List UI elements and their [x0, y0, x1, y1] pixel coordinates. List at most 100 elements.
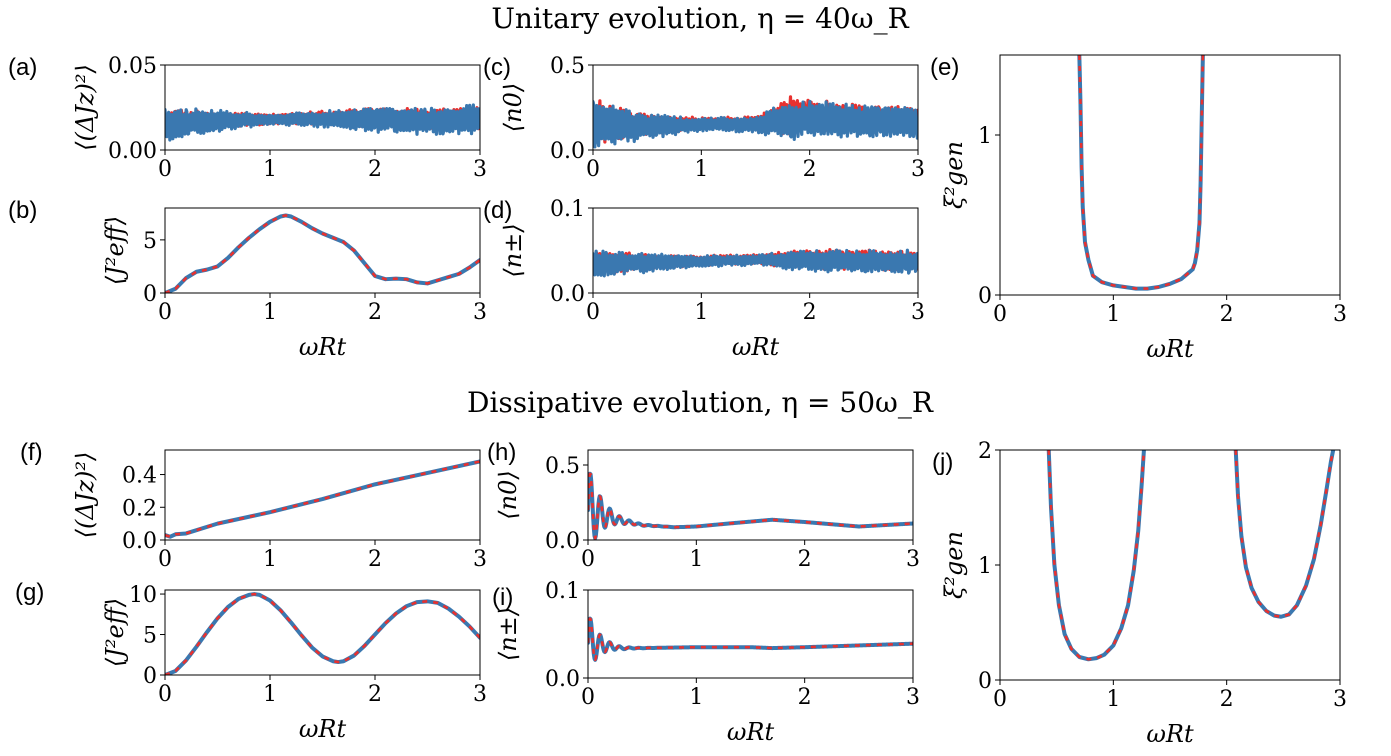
- y-tick-label: 0: [143, 664, 157, 689]
- y-axis-label: ⟨n0⟩: [499, 83, 527, 132]
- panel-g: 0 1 2 3 0 5 10 ωRt ⟨J²eff⟩ (g): [15, 579, 487, 743]
- series-group: [593, 247, 918, 278]
- x-axis-label: ωRt: [727, 718, 775, 746]
- y-tick-label: 0: [143, 282, 157, 307]
- axes-frame: [587, 449, 914, 541]
- y-tick-label: 0.0: [122, 529, 157, 554]
- y-tick-label: 0.0: [550, 282, 585, 307]
- y-tick-label: 0.4: [122, 464, 157, 489]
- x-tick-label: 2: [368, 300, 382, 325]
- series-line-a-1: [165, 103, 480, 142]
- x-tick-label: 1: [689, 685, 703, 710]
- y-tick-label: 5: [143, 624, 157, 649]
- x-tick-label: 1: [263, 300, 277, 325]
- panel-label-e: (e): [930, 54, 959, 81]
- x-tick-label: 3: [473, 157, 487, 182]
- x-tick-label: 0: [158, 682, 172, 707]
- panel-c: 0 1 2 3 0.0 0.5 ⟨n0⟩(c): [483, 54, 925, 182]
- x-tick-label: 0: [581, 685, 595, 710]
- y-tick-label: 0.5: [545, 454, 580, 479]
- y-tick-label: 0.1: [545, 579, 580, 604]
- series-line-c-1: [593, 99, 918, 149]
- x-tick-label: 3: [1333, 687, 1347, 712]
- x-tick-label: 1: [694, 157, 708, 182]
- axes-frame: [164, 449, 481, 541]
- panel-label-j: (j): [932, 449, 953, 476]
- series-line-i-0: [588, 616, 913, 662]
- series-group: [588, 616, 913, 662]
- series-line-i-1: [588, 617, 913, 662]
- panel-label-g: (g): [15, 579, 44, 606]
- x-tick-label: 2: [798, 685, 812, 710]
- x-tick-label: 0: [586, 157, 600, 182]
- panel-label-i: (i): [492, 584, 513, 611]
- y-axis-label: ξ²gen: [940, 141, 968, 209]
- x-tick-label: 3: [473, 300, 487, 325]
- y-axis-label: ⟨n±⟩: [494, 607, 522, 661]
- x-tick-label: 2: [368, 547, 382, 572]
- y-tick-label: 0.0: [550, 139, 585, 164]
- x-tick-label: 3: [906, 685, 920, 710]
- axes-frame: [592, 207, 919, 294]
- y-axis-label: ⟨J²eff⟩: [101, 216, 129, 285]
- title-unitary: Unitary evolution, η = 40ω_R: [491, 2, 909, 35]
- x-tick-label: 1: [263, 547, 277, 572]
- axes-frame: [164, 64, 481, 151]
- x-tick-label: 0: [586, 300, 600, 325]
- y-axis-label: ⟨(ΔJz)²⟩: [71, 64, 99, 151]
- y-axis-label: ⟨J²eff⟩: [101, 598, 129, 667]
- axes-frame: [592, 64, 919, 151]
- x-tick-label: 3: [1333, 302, 1347, 327]
- panel-e: 0 1 2 3 0 1 ωRt ξ²gen (e): [930, 54, 1347, 363]
- series-line-e-0: [1077, 55, 1205, 291]
- x-tick-label: 2: [1220, 302, 1234, 327]
- y-tick-label: 5: [143, 229, 157, 254]
- y-axis-label: ⟨n±⟩: [499, 223, 527, 277]
- y-tick-label: 1: [978, 554, 992, 579]
- x-tick-label: 1: [1106, 687, 1120, 712]
- y-axis-label: ⟨n0⟩: [494, 470, 522, 519]
- x-tick-label: 2: [368, 157, 382, 182]
- series-group: [588, 471, 913, 540]
- axes-frame: [164, 207, 481, 294]
- series-line-b-0: [165, 213, 480, 293]
- x-tick-label: 0: [993, 687, 1007, 712]
- y-tick-label: 1: [978, 124, 992, 149]
- x-tick-label: 3: [473, 547, 487, 572]
- x-tick-label: 1: [263, 682, 277, 707]
- series-line-h-0: [588, 471, 913, 540]
- axes-frame: [164, 589, 481, 676]
- series-line-d-1: [593, 248, 918, 278]
- panel-b: 0 1 2 3 0 5 ωRt ⟨J²eff⟩ (b): [8, 197, 487, 361]
- x-tick-label: 1: [689, 547, 703, 572]
- x-axis-label: ωRt: [299, 715, 347, 743]
- x-tick-label: 3: [473, 682, 487, 707]
- x-tick-label: 3: [911, 300, 925, 325]
- y-tick-label: 0.05: [108, 54, 157, 79]
- panel-label-c: (c): [483, 54, 511, 81]
- series-group: [1046, 450, 1336, 662]
- axes-frame: [999, 54, 1341, 296]
- x-axis-label: ωRt: [1146, 335, 1194, 363]
- panel-label-d: (d): [483, 197, 512, 224]
- panel-i: 0 1 2 3 0.0 0.1 ωRt ⟨n±⟩(i): [492, 579, 920, 746]
- y-tick-label: 0.2: [122, 496, 157, 521]
- panel-label-b: (b): [8, 197, 37, 224]
- x-tick-label: 0: [158, 547, 172, 572]
- y-tick-label: 0.1: [550, 197, 585, 222]
- x-tick-label: 0: [158, 157, 172, 182]
- x-axis-label: ωRt: [299, 333, 347, 361]
- axes-frame: [587, 589, 914, 679]
- series-group: [165, 459, 480, 539]
- x-tick-label: 2: [798, 547, 812, 572]
- panel-a: 0 1 2 3 0.00 0.05 ⟨(ΔJz)²⟩ (a): [8, 54, 487, 182]
- series-line-f-1: [165, 460, 480, 539]
- series-group: [165, 213, 480, 293]
- x-tick-label: 2: [803, 300, 817, 325]
- title-dissipative: Dissipative evolution, η = 50ω_R: [467, 386, 934, 419]
- panels: 0 1 2 30.000.05⟨(ΔJz)²⟩(a)0 1 2 305ωRt⟨J²eff⟩(…: [8, 54, 1347, 748]
- panel-label-f: (f): [20, 439, 43, 466]
- x-tick-label: 1: [1106, 302, 1120, 327]
- y-tick-label: 0.0: [545, 667, 580, 692]
